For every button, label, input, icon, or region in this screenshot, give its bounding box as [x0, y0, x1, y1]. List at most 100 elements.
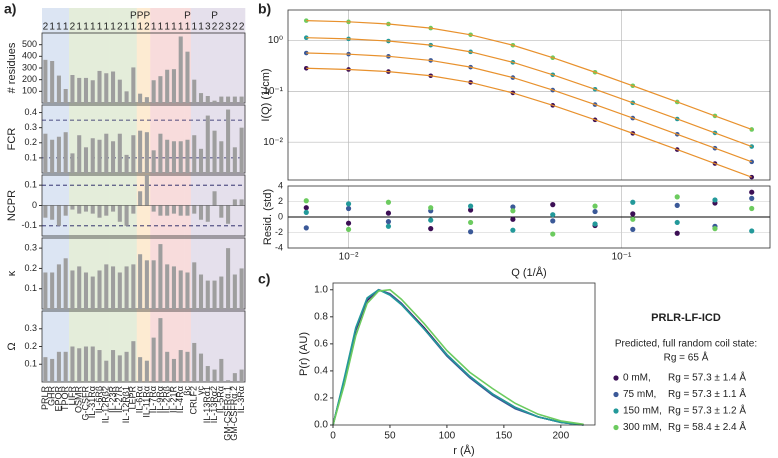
bar: [117, 205, 122, 222]
bar: [185, 139, 190, 173]
residual-point: [749, 205, 755, 212]
bar: [70, 75, 75, 103]
class-label: 3: [205, 22, 211, 33]
x-tick-label: IL-31Rα: [87, 386, 97, 418]
x-tick-label: 200: [552, 431, 569, 442]
plot-frame: [287, 185, 771, 249]
residual-point: [303, 209, 309, 215]
bar: [124, 266, 129, 309]
x-tick-label: TPOR: [60, 386, 70, 412]
bar: [198, 148, 204, 173]
bar: [171, 358, 176, 382]
bar: [226, 205, 231, 224]
group-band: [150, 8, 158, 382]
legend-label: 300 mM,: [623, 422, 662, 433]
bar: [185, 51, 190, 103]
class-label: 3: [225, 22, 231, 33]
bar: [50, 205, 55, 220]
class-label: 1: [151, 22, 157, 33]
bar: [97, 70, 102, 103]
class-label: 1: [76, 22, 82, 33]
y-tick-label: 300: [22, 62, 37, 72]
class-label: 1: [97, 22, 103, 33]
pr-line: [332, 288, 584, 426]
x-tick-label: IL-4Rα: [175, 386, 185, 413]
phospho-label: P: [130, 11, 137, 22]
phospho-label: P: [144, 11, 151, 22]
y-tick-label: 4: [278, 180, 283, 190]
bar: [111, 205, 116, 212]
group-band: [82, 8, 90, 382]
bar: [104, 264, 109, 309]
legend-value: Rg = 57.3 ± 1.1 Å: [668, 387, 746, 400]
bar: [50, 61, 55, 103]
x-tick-label: 10⁻²: [339, 252, 359, 263]
residual-point: [630, 199, 636, 205]
class-label: 1: [158, 22, 164, 33]
phospho-label: P: [211, 11, 218, 22]
group-band: [170, 8, 178, 382]
bar: [111, 350, 116, 382]
class-label: 1: [104, 22, 110, 33]
bar: [138, 357, 143, 382]
bar: [83, 346, 89, 382]
legend-marker: [613, 391, 619, 398]
bar: [219, 205, 224, 218]
bar: [124, 154, 129, 173]
bar: [77, 77, 82, 103]
bar: [90, 205, 95, 214]
residual-point: [303, 205, 309, 211]
bar: [131, 341, 136, 382]
class-label: 2: [232, 22, 238, 33]
y-tick-label: 0.3: [24, 243, 37, 253]
residual-point: [712, 226, 718, 232]
bar: [43, 59, 48, 103]
residual-point: [749, 228, 755, 234]
bar: [138, 130, 143, 173]
x-tick-label: IL-21R: [168, 386, 178, 414]
group-band: [217, 8, 225, 382]
bar: [205, 280, 210, 309]
bar: [138, 93, 143, 103]
group-band: [129, 8, 138, 382]
residual-point: [385, 219, 392, 225]
bar: [97, 350, 102, 382]
bar: [151, 150, 156, 173]
group-band: [177, 8, 185, 382]
legend-label: 150 mM,: [623, 406, 662, 417]
bar: [192, 205, 197, 214]
group-band: [231, 8, 239, 382]
residual-point: [468, 203, 474, 209]
bar: [70, 205, 75, 210]
legend-label: 75 mM,: [623, 389, 656, 400]
bar: [239, 369, 244, 382]
y-tick-label: 2: [278, 196, 283, 206]
phospho-label: P: [137, 11, 144, 22]
class-label: 1: [56, 22, 62, 33]
residual-point: [385, 210, 392, 216]
y-tick-label: 0.0: [314, 420, 328, 431]
residual-point: [345, 220, 352, 226]
bar: [178, 350, 183, 382]
fit-line: [306, 37, 752, 148]
bar: [77, 348, 82, 382]
class-label: 1: [171, 22, 177, 33]
bar: [239, 127, 244, 173]
residual-point: [674, 194, 680, 200]
legend-marker: [613, 408, 619, 414]
bar: [219, 358, 224, 382]
bar: [83, 77, 89, 103]
y-tick-label: 10⁻¹: [263, 86, 283, 97]
residual-point: [510, 216, 516, 222]
legend-value: Rg = 57.3 ± 1.2 Å: [668, 404, 746, 417]
class-label: 1: [164, 22, 170, 33]
residual-point: [749, 195, 755, 201]
subplot-frame: [41, 237, 246, 310]
bar: [239, 268, 244, 309]
group-band: [75, 8, 83, 382]
y-axis-label: FCR: [6, 128, 18, 151]
pr-line: [332, 288, 584, 426]
y-tick-label: 0.4: [24, 107, 37, 117]
y-tick-label: 400: [22, 51, 37, 61]
